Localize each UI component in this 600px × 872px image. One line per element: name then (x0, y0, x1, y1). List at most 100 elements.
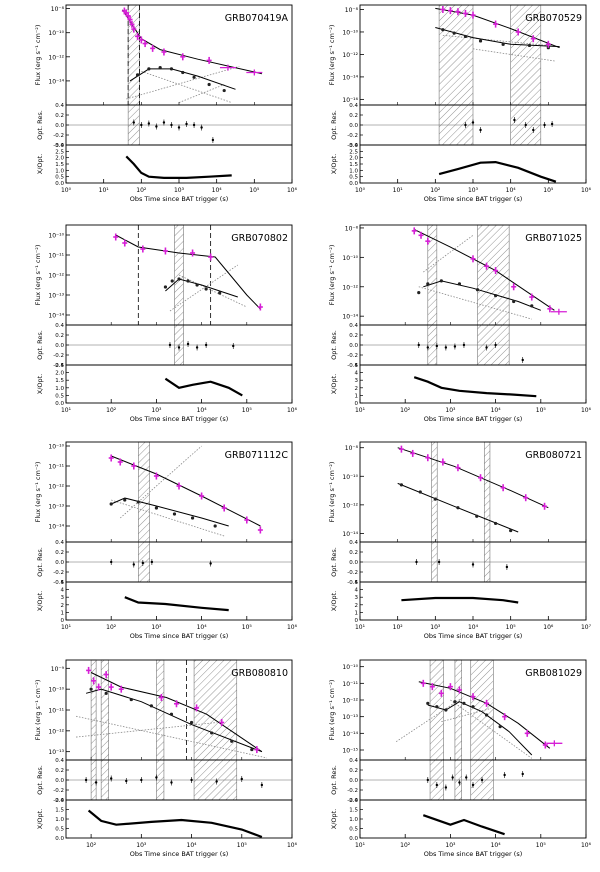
chart-title: GRB080721 (525, 450, 582, 461)
optical-point (512, 299, 516, 304)
flux-tick-label: 10⁻⁸ (51, 6, 65, 13)
residual-tick-label: -0.4 (347, 363, 358, 369)
ratio-tick-label: 0.0 (349, 181, 358, 187)
flux-tick-label: 10⁻¹² (48, 273, 64, 280)
x-tick-label: 10⁵ (237, 842, 248, 849)
residual-axis-label: Opt. Res. (36, 330, 44, 360)
optical-model-line (427, 701, 533, 756)
optical-point (230, 739, 234, 743)
optical-point (163, 285, 168, 289)
optical-point (418, 490, 422, 494)
x-tick-label: 10¹ (99, 187, 110, 194)
flux-tick-label: 10⁻⁹ (51, 666, 65, 673)
residual-tick-label: -0.2 (347, 570, 358, 576)
ratio-tick-label: 0.5 (55, 393, 64, 399)
flux-tick-label: 10⁻¹¹ (48, 708, 64, 715)
x-tick-label: 10³ (468, 187, 479, 194)
optical-point (452, 31, 456, 35)
optical-point (204, 287, 208, 291)
x-tick-label: 10⁴ (197, 407, 208, 414)
optical-point (136, 500, 140, 504)
ratio-tick-label: 0 (61, 618, 65, 624)
residual-tick-label: -0.4 (53, 363, 64, 369)
residual-tick-label: 0.4 (349, 540, 358, 546)
ratio-tick-label: 1.5 (349, 162, 358, 168)
residual-tick-label: -0.4 (53, 143, 64, 149)
optical-point (172, 512, 177, 516)
x-tick-label: 10³ (445, 407, 456, 414)
optical-model-line (85, 688, 263, 753)
residual-tick-label: -0.4 (53, 798, 64, 804)
optical-point (154, 506, 158, 510)
flux-tick-label: 10⁻¹⁰ (342, 474, 358, 481)
flux-tick-label: 10⁻¹⁴ (48, 313, 64, 320)
residual-axis-label: Opt. Res. (330, 765, 338, 795)
residual-tick-label: -0.4 (347, 580, 358, 586)
flux-tick-label: 10⁻⁸ (345, 445, 359, 452)
x-tick-label: 10⁴ (491, 407, 502, 414)
optical-point (169, 712, 174, 716)
residual-axis-label: Opt. Res. (36, 110, 44, 140)
x-axis-label: Obs Time since BAT trigger (s) (424, 632, 523, 640)
x-tick-label: 10² (106, 624, 117, 631)
chart-title: GRB070529 (525, 13, 582, 24)
flux-tick-label: 10⁻¹² (342, 52, 358, 59)
hatch-band (174, 224, 184, 366)
ratio-tick-label: 0.5 (55, 175, 64, 181)
ratio-tick-label: 1.0 (55, 168, 64, 174)
optical-point (195, 283, 199, 287)
residual-tick-label: 0.2 (349, 550, 358, 556)
optical-point (169, 67, 174, 71)
ratio-tick-label: 1 (355, 393, 359, 399)
x-tick-label: 10² (430, 187, 441, 194)
chart-title: GRB071112C (225, 450, 289, 461)
optical-point (190, 516, 195, 520)
ratio-tick-label: 2.5 (55, 149, 64, 155)
residual-axis-label: Opt. Res. (330, 547, 338, 577)
optical-point (471, 705, 475, 709)
residual-tick-label: 0.2 (349, 113, 358, 119)
residual-tick-label: 0.2 (55, 550, 64, 556)
ratio-tick-label: 4 (355, 588, 359, 594)
ratio-tick-label: 0.5 (349, 175, 358, 181)
ratio-tick-label: 4 (355, 371, 359, 377)
optical-point (475, 288, 480, 292)
optical-point (170, 279, 174, 283)
optical-point (501, 42, 505, 46)
flux-tick-label: 10⁻¹⁴ (342, 531, 358, 538)
residual-tick-label: 0.0 (349, 343, 358, 349)
optical-point (435, 705, 439, 709)
ratio-tick-label: 3 (355, 378, 359, 384)
optical-point (509, 528, 513, 533)
residual-tick-label: -0.4 (347, 798, 358, 804)
flux-tick-label: 10⁻⁸ (345, 7, 359, 14)
ratio-tick-label: 1.0 (55, 386, 64, 392)
ratio-panel-frame (359, 364, 587, 404)
ratio-panel-frame (65, 581, 293, 621)
x-axis-label: Obs Time since BAT trigger (s) (424, 195, 523, 203)
optical-point (426, 701, 430, 705)
residual-tick-label: 0.2 (55, 768, 64, 774)
hatch-band (454, 659, 463, 801)
residual-tick-label: 0.4 (349, 758, 358, 764)
residual-tick-label: 0.0 (349, 560, 358, 566)
residual-tick-label: -0.2 (53, 133, 64, 139)
x-tick-label: 10¹ (61, 624, 72, 631)
x-tick-label: 10¹ (355, 842, 366, 849)
x-tick-label: 10⁴ (187, 842, 198, 849)
ratio-tick-label: 5 (61, 580, 65, 586)
component-line (111, 499, 225, 537)
ratio-tick-label: 2.0 (349, 156, 358, 162)
optical-model-line (110, 497, 229, 527)
x-axis-label: Obs Time since BAT trigger (s) (130, 632, 229, 640)
ratio-tick-label: 2 (355, 603, 359, 609)
optical-point (494, 521, 498, 526)
flux-tick-label: 10⁻¹⁵ (342, 748, 358, 755)
optical-point (475, 514, 479, 518)
x-tick-label: 10⁶ (543, 624, 554, 631)
hatch-band (427, 224, 438, 366)
residual-tick-label: 0.2 (349, 768, 358, 774)
flux-tick-label: 10⁻¹² (48, 728, 64, 735)
flux-tick-label: 10⁻¹⁶ (342, 97, 358, 104)
ratio-tick-label: 2.0 (55, 371, 64, 377)
